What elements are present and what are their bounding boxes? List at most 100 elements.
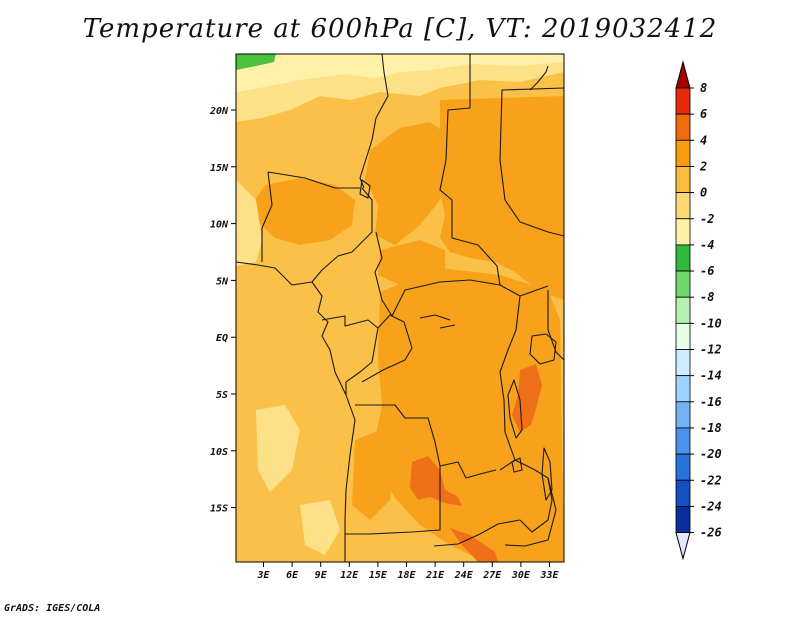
colorbar-bin bbox=[675, 139, 691, 167]
colorbar-bin bbox=[675, 349, 691, 377]
lat-label: 20N bbox=[209, 106, 229, 117]
warm-zone-east bbox=[440, 96, 564, 300]
longitude-axis: 3E 6E 9E 12E 15E 18E 21E 24E 27E 30E 33E bbox=[256, 562, 560, 581]
border-drc-east bbox=[499, 295, 521, 471]
colorbar-label: -4 bbox=[700, 238, 714, 252]
lat-label: 15S bbox=[210, 504, 228, 515]
lon-label: 33E bbox=[539, 570, 559, 581]
border-zambia-zimbabwe bbox=[433, 519, 521, 547]
colorbar-label: -2 bbox=[700, 212, 714, 226]
border-congo-drc bbox=[361, 314, 413, 383]
lat-label: EQ bbox=[216, 333, 228, 344]
colorbar-label: -26 bbox=[700, 526, 722, 540]
colorbar: 8 6 4 2 0 -2 -4 -6 -8 -10 -12 -14 -16 -18 -20 -22 -24 -26 bbox=[675, 60, 722, 561]
border-angola-zambia bbox=[345, 466, 441, 535]
lat-label: 10N bbox=[210, 220, 229, 231]
map-frame bbox=[235, 53, 565, 563]
border-benin-nigeria bbox=[261, 171, 273, 262]
border-chad-sudan bbox=[439, 54, 471, 238]
colorbar-label: 8 bbox=[700, 81, 707, 95]
lat-label: 5N bbox=[216, 276, 229, 287]
cold-zone-sahara bbox=[236, 54, 564, 92]
colorbar-label: 0 bbox=[700, 186, 707, 200]
border-uganda-kenya bbox=[547, 290, 565, 361]
warm-zone-angola bbox=[352, 430, 395, 520]
cool-zone-southwest bbox=[300, 500, 340, 555]
border-tanzania-zambia bbox=[514, 459, 553, 533]
border-malawi bbox=[504, 477, 557, 547]
colorbar-bin bbox=[675, 505, 691, 533]
colorbar-bin bbox=[675, 113, 691, 141]
lake-malawi bbox=[541, 447, 553, 501]
colorbar-label: 4 bbox=[700, 133, 707, 147]
map-area bbox=[235, 53, 565, 563]
lon-label: 3E bbox=[256, 570, 270, 581]
cool-zone-atlantic bbox=[256, 405, 300, 492]
lake-tanganyika bbox=[507, 379, 523, 439]
colorbar-bin bbox=[675, 453, 691, 481]
red-sea-coast bbox=[529, 65, 549, 91]
latitude-axis: 20N 15N 10N 5N EQ 5S 10S 15S bbox=[209, 106, 236, 515]
colorbar-bin bbox=[675, 296, 691, 324]
colorbar-label: -12 bbox=[700, 343, 722, 357]
colorbar-label: -20 bbox=[700, 447, 722, 461]
congo-river-segment bbox=[419, 314, 456, 329]
colorbar-label: -6 bbox=[700, 264, 714, 278]
lon-label: 6E bbox=[286, 570, 299, 581]
hot-zone-south bbox=[450, 528, 498, 562]
border-nigeria-niger bbox=[267, 171, 360, 189]
colorbar-bin bbox=[675, 479, 691, 507]
cool-zone-gulf-of-guinea bbox=[236, 180, 262, 266]
map-title: Temperature at 600hPa [C], VT: 201903241… bbox=[82, 14, 718, 44]
lon-label: 12E bbox=[340, 570, 359, 581]
border-east-africa bbox=[499, 87, 565, 237]
colorbar-bin bbox=[675, 270, 691, 298]
border-sudan-south bbox=[451, 237, 501, 286]
colorbar-bottom-arrow bbox=[675, 532, 691, 561]
colorbar-label: -14 bbox=[700, 369, 722, 383]
colorbar-label: 6 bbox=[700, 107, 707, 121]
lon-label: 15E bbox=[369, 570, 388, 581]
lat-label: 15N bbox=[210, 163, 229, 174]
lat-label: 5S bbox=[216, 390, 228, 401]
lon-label: 24E bbox=[454, 570, 474, 581]
colorbar-label: -18 bbox=[700, 421, 722, 435]
lon-label: 30E bbox=[511, 570, 531, 581]
colorbar-bin bbox=[675, 192, 691, 220]
border-drc-angola bbox=[355, 404, 497, 479]
colorbar-label: 2 bbox=[699, 159, 707, 173]
hot-zone-angola-zambia bbox=[410, 456, 462, 506]
lake-mweru bbox=[511, 457, 523, 473]
colorbar-bin bbox=[675, 218, 691, 246]
colorbar-label: -22 bbox=[700, 473, 722, 487]
warm-zone-chad bbox=[365, 122, 448, 245]
green-patch-northwest bbox=[236, 54, 276, 70]
colorbar-label: -24 bbox=[700, 499, 722, 513]
lon-label: 27E bbox=[482, 570, 502, 581]
border-niger-chad bbox=[359, 53, 389, 189]
colorbar-label: -16 bbox=[700, 395, 722, 409]
warm-zone-sahel bbox=[255, 178, 355, 245]
lon-label: 21E bbox=[425, 570, 445, 581]
colorbar-top-arrow bbox=[675, 60, 691, 89]
lon-label: 9E bbox=[315, 570, 328, 581]
lake-chad bbox=[359, 179, 371, 199]
colorbar-bin bbox=[675, 244, 691, 272]
country-borders bbox=[235, 53, 565, 562]
grads-credit: GrADS: IGES/COLA bbox=[4, 603, 101, 614]
colorbar-bin bbox=[675, 427, 691, 455]
lat-label: 10S bbox=[210, 447, 228, 458]
coastline-west-africa bbox=[235, 261, 356, 562]
colorbar-bin bbox=[675, 375, 691, 403]
colorbar-bin bbox=[675, 322, 691, 350]
colorbar-label: -8 bbox=[700, 290, 714, 304]
border-cameroon-car bbox=[374, 231, 393, 317]
colorbar-bin bbox=[675, 401, 691, 429]
warm-zone-central bbox=[378, 240, 445, 285]
hot-zone-lake-tanganyika bbox=[512, 364, 542, 432]
colorbar-label: -10 bbox=[700, 316, 722, 330]
colorbar-bin bbox=[675, 87, 691, 115]
lake-victoria bbox=[529, 333, 557, 365]
colorbar-bin bbox=[675, 166, 691, 193]
